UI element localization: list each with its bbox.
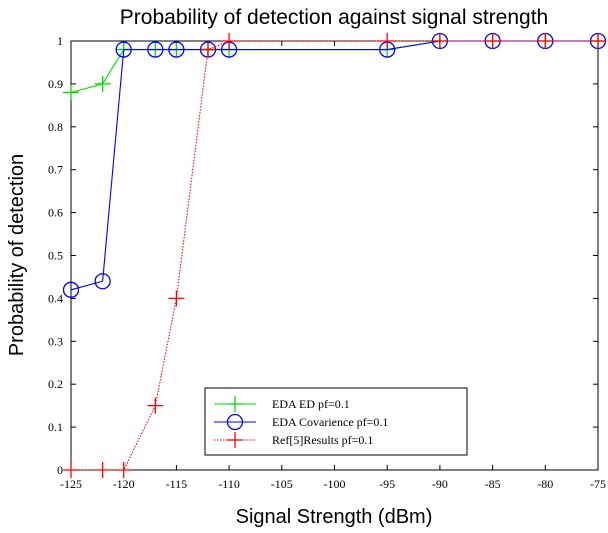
data-point (94, 462, 111, 478)
x-axis-label: Signal Strength (dBm) (236, 506, 433, 528)
legend-label: EDA ED pf=0.1 (272, 397, 350, 411)
y-tick-label: 0.2 (48, 377, 63, 391)
data-point (94, 273, 111, 290)
legend-marker (227, 432, 243, 448)
data-point (147, 41, 164, 58)
data-point (431, 33, 448, 49)
legend-marker (227, 396, 243, 412)
series-layer (62, 32, 607, 478)
x-tick-label: -80 (537, 477, 553, 491)
data-point (115, 41, 132, 58)
data-point (147, 397, 164, 414)
x-tick-label: -125 (60, 477, 82, 491)
y-tick-label: 0.1 (48, 420, 63, 434)
data-point (63, 84, 79, 101)
legend-item: EDA Covarience pf=0.1 (214, 413, 388, 431)
y-tick-label: 0.6 (48, 206, 63, 220)
legend-marker (226, 413, 244, 431)
data-point (379, 33, 396, 49)
data-point (94, 75, 111, 92)
y-tick-label: 0.7 (48, 163, 63, 177)
data-point (63, 462, 79, 478)
y-tick-label: 0.4 (48, 291, 63, 305)
data-point (484, 33, 501, 49)
y-tick-label: 0.5 (48, 249, 63, 263)
x-tick-label: -105 (271, 477, 293, 491)
legend-item: EDA ED pf=0.1 (214, 396, 350, 412)
data-point (590, 33, 606, 49)
x-tick-label: -120 (113, 477, 135, 491)
y-axis: 0 0.1 0.2 0.3 0.4 0.5 0.6 0.7 0.8 0.9 1 (48, 34, 598, 477)
legend-label: Ref[5]Results pf=0.1 (272, 433, 373, 447)
y-tick-label: 0.8 (48, 120, 63, 134)
data-point (221, 33, 238, 49)
x-tick-label: -85 (485, 477, 501, 491)
y-tick-label: 1 (57, 34, 63, 48)
legend: EDA ED pf=0.1 EDA Covarience pf=0.1 Ref[5]… (204, 387, 468, 456)
series-3 (63, 33, 606, 478)
data-point (200, 41, 217, 58)
data-point (168, 41, 185, 58)
data-point (537, 33, 554, 49)
x-tick-label: -90 (432, 477, 448, 491)
data-point (62, 281, 80, 298)
series-line (70, 40, 598, 291)
x-tick-label: -115 (166, 477, 188, 491)
data-point (115, 462, 132, 478)
legend-item: Ref[5]Results pf=0.1 (214, 432, 373, 448)
y-axis-label: Probability of detection (6, 154, 28, 356)
data-point (168, 290, 185, 307)
chart-title: Probability of detection against signal … (120, 6, 548, 29)
y-tick-label: 0.9 (48, 77, 63, 91)
y-tick-label: 0.3 (48, 334, 63, 348)
x-tick-label: -100 (324, 477, 346, 491)
y-tick-label: 0 (57, 463, 63, 477)
x-tick-label: -75 (590, 477, 606, 491)
x-axis: -125 -120 -115 -110 -105 -100 -95 -90 -85 -80 -75 (60, 41, 606, 491)
legend-label: EDA Covarience pf=0.1 (272, 415, 388, 429)
x-tick-label: -110 (218, 477, 240, 491)
x-tick-label: -95 (379, 477, 395, 491)
